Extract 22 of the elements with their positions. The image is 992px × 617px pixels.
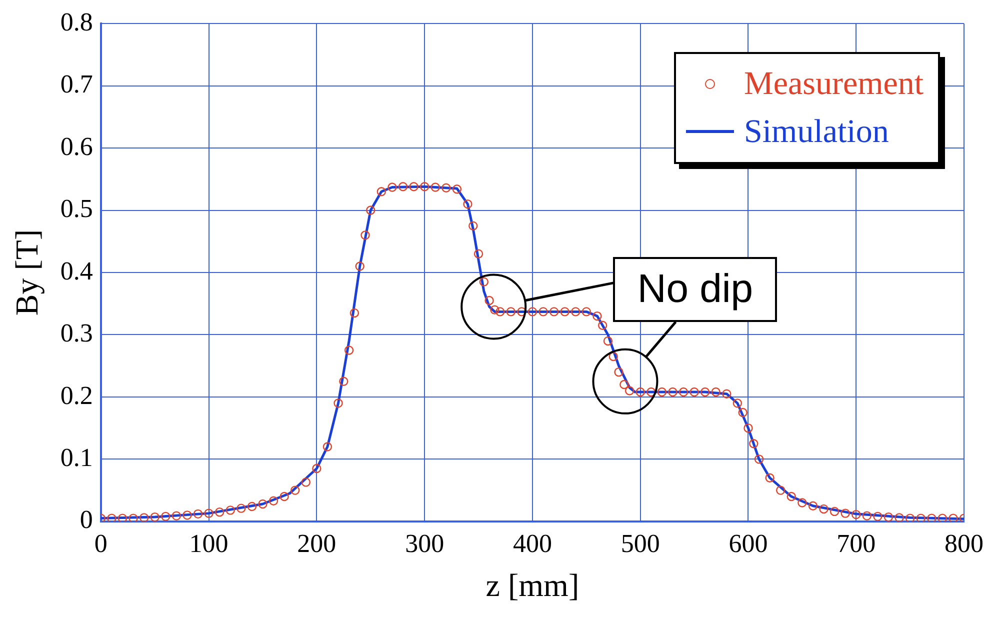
legend-label: Measurement [744, 64, 924, 104]
x-tick-label: 800 [944, 528, 984, 558]
legend-label: Simulation [744, 112, 889, 152]
y-tick-label: 0 [80, 505, 93, 534]
y-tick-label: 0.6 [60, 132, 93, 161]
x-tick-label: 300 [405, 528, 444, 558]
y-tick-label: 0.7 [60, 70, 93, 99]
x-tick-label: 500 [620, 528, 660, 558]
y-tick-label: 0.1 [60, 443, 93, 472]
x-tick-label: 200 [297, 528, 336, 558]
x-tick-label: 100 [189, 528, 228, 558]
y-axis-title: By [T] [8, 229, 45, 316]
y-tick-label: 0.4 [60, 256, 93, 286]
y-tick-label: 0.5 [60, 194, 93, 224]
x-tick-label: 600 [728, 528, 768, 558]
y-tick-label: 0.2 [60, 380, 93, 410]
x-tick-label: 700 [836, 528, 876, 558]
y-tick-label: 0.8 [60, 7, 93, 36]
y-tick-label: 0.3 [60, 318, 93, 348]
x-axis-title: z [mm] [486, 567, 580, 604]
x-tick-label: 400 [512, 528, 552, 558]
annotation: No dip [613, 256, 777, 322]
